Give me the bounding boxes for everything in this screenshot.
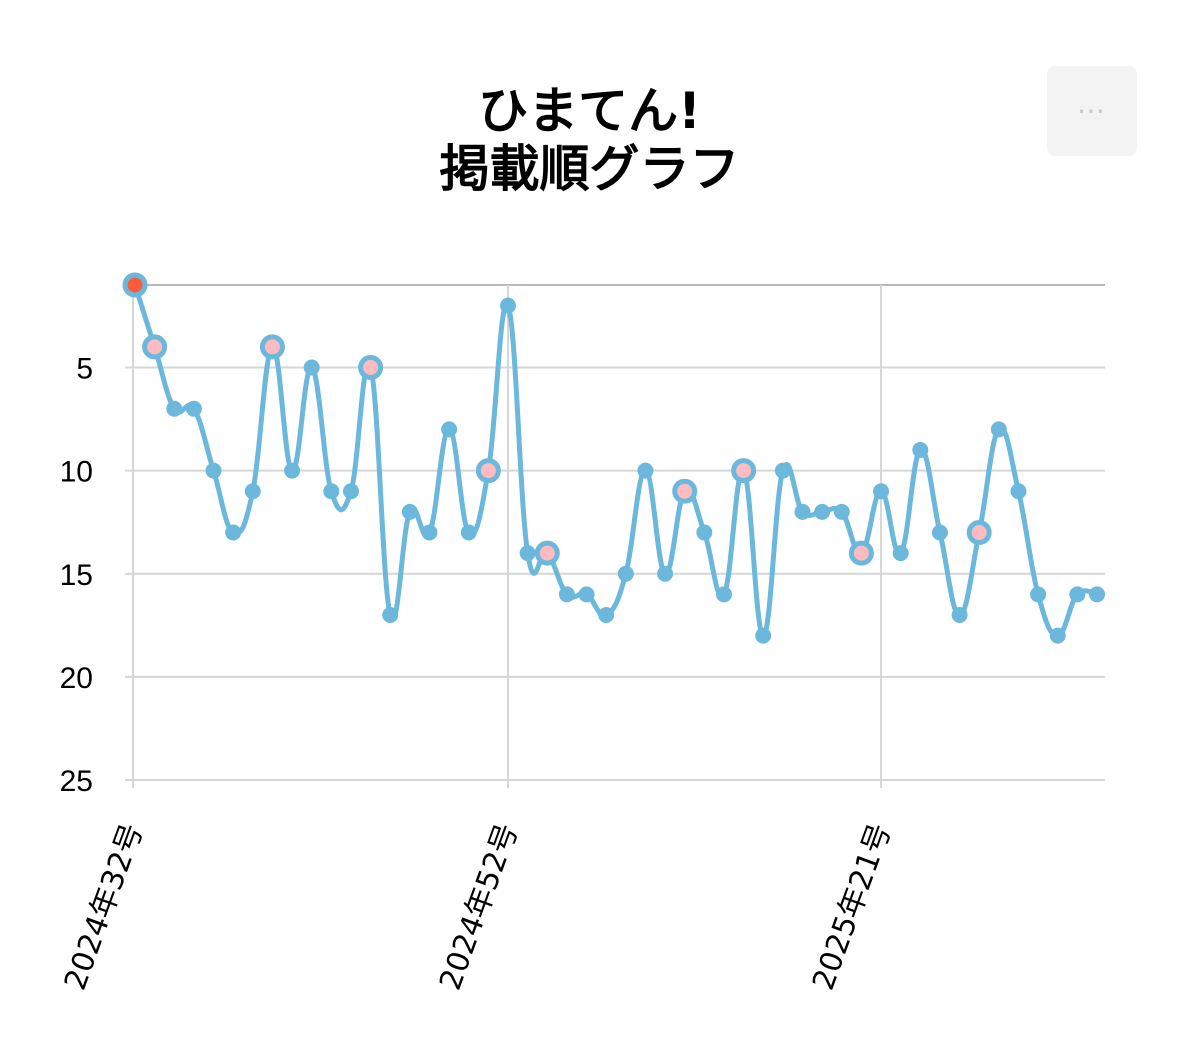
highlight-point [966,520,992,545]
data-point [814,503,831,520]
data-point [1049,627,1066,644]
highlight-point [259,334,285,360]
data-point [500,297,517,314]
data-point [1030,586,1047,603]
data-point [578,586,595,603]
highlight-point [848,540,874,566]
y-tick-label: 25 [60,765,93,798]
data-point [323,483,340,500]
data-point [715,586,732,603]
data-point [244,483,261,500]
data-point [774,462,791,479]
data-point [598,607,615,623]
data-point [755,627,772,644]
highlight-point [672,478,698,504]
ellipsis-icon: ⋯ [1077,94,1107,127]
data-point [951,607,968,623]
y-tick-label: 5 [76,353,93,386]
data-point [519,545,536,562]
data-point [617,565,634,582]
data-point [892,545,909,562]
data-point [441,421,458,438]
chart-title-line-2: 掲載順グラフ [439,140,740,198]
data-point [205,462,222,479]
data-point [421,524,438,541]
data-point [284,462,301,479]
x-tick-label: 2024年52号 [433,819,526,995]
chart-title-line-1: ひまてん! [478,82,701,140]
data-point [833,503,850,520]
data-point [342,483,359,500]
highlight-point [731,458,757,484]
highlight-point [142,334,168,360]
data-point [873,483,890,500]
data-point [460,524,477,541]
y-tick-label: 10 [60,456,93,489]
data-point [558,586,575,603]
y-tick-label: 15 [60,559,93,592]
data-point [166,400,183,417]
data-point [637,462,654,479]
y-tick-label: 20 [60,662,93,695]
data-point [696,524,713,541]
data-point [303,359,320,376]
data-point [912,442,929,458]
data-point [382,607,399,623]
data-point [401,503,418,520]
chart-menu-button[interactable]: ⋯ [1047,66,1137,156]
latest-point [122,272,148,298]
data-point [794,503,811,520]
data-point [931,524,948,541]
highlight-point [534,540,560,566]
x-tick-label: 2025年21号 [806,819,899,995]
highlight-point [358,355,384,380]
data-point [657,565,674,582]
data-point [225,524,242,541]
chart-title: ひまてん! 掲載順グラフ [0,82,1179,198]
highlight-point [475,458,501,484]
x-tick-label: 2024年32号 [58,819,151,995]
data-point [1010,483,1027,500]
data-point [1089,586,1105,603]
data-point [1069,586,1086,603]
data-point [185,400,202,417]
data-point [990,421,1007,438]
